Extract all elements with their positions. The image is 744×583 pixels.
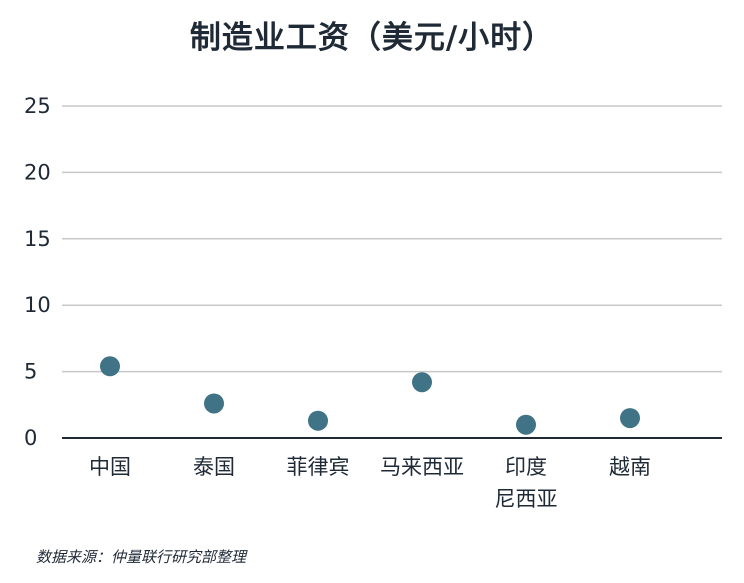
category-label: 印度 bbox=[505, 455, 547, 479]
data-points bbox=[100, 356, 640, 435]
data-point bbox=[412, 372, 432, 393]
category-label: 越南 bbox=[609, 455, 651, 479]
data-point bbox=[308, 410, 328, 431]
category-label: 马来西亚 bbox=[380, 455, 464, 479]
y-tick-label: 25 bbox=[24, 94, 51, 118]
data-point bbox=[516, 414, 536, 435]
category-label: 中国 bbox=[89, 455, 131, 479]
data-point bbox=[620, 408, 640, 429]
y-tick-labels: 0 5 10 15 20 25 bbox=[24, 94, 51, 450]
y-tick-label: 5 bbox=[24, 360, 37, 384]
category-label: 菲律宾 bbox=[287, 455, 350, 479]
grid-lines bbox=[62, 105, 722, 373]
category-label: 尼西亚 bbox=[495, 487, 558, 511]
data-point bbox=[204, 393, 224, 414]
y-tick-label: 20 bbox=[24, 160, 51, 184]
y-tick-label: 15 bbox=[24, 227, 51, 251]
y-tick-label: 10 bbox=[24, 293, 51, 317]
chart-title: 制造业工资（美元/小时） bbox=[189, 20, 555, 56]
y-tick-label: 0 bbox=[24, 426, 37, 450]
data-point bbox=[100, 356, 120, 377]
source-note: 数据来源：仲量联行研究部整理 bbox=[36, 548, 247, 566]
category-label: 泰国 bbox=[193, 455, 235, 479]
